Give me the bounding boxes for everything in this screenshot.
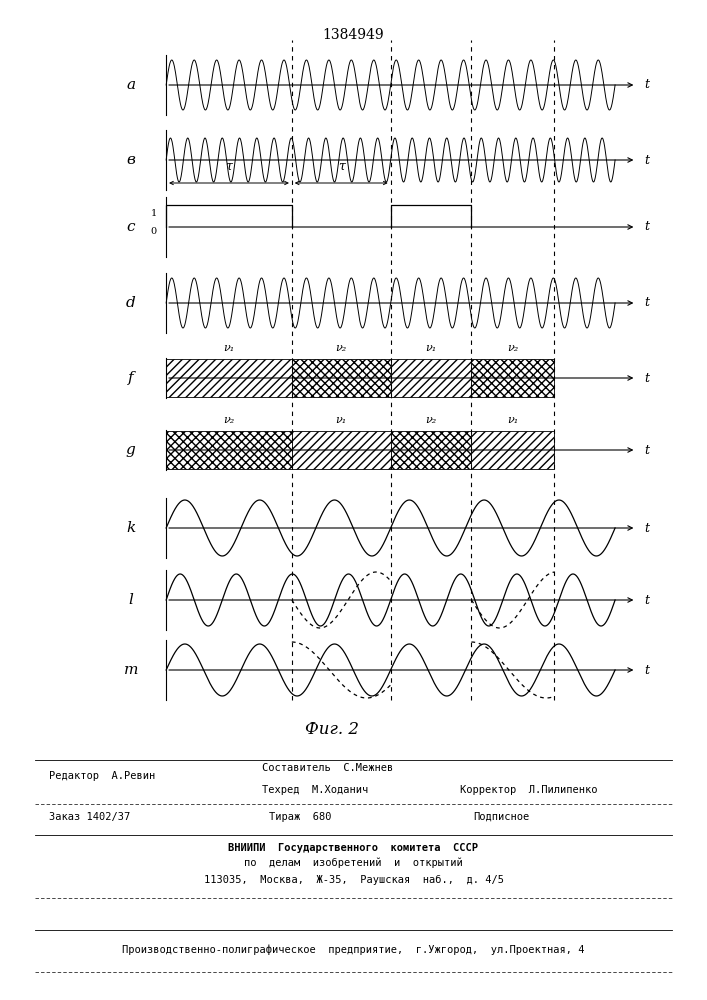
- Text: τ: τ: [338, 160, 345, 173]
- Text: ν₂: ν₂: [223, 415, 235, 425]
- Text: ν₂: ν₂: [336, 343, 347, 353]
- Text: l: l: [129, 593, 133, 607]
- Text: c: c: [127, 220, 135, 234]
- Text: Редактор  А.Ревин: Редактор А.Ревин: [49, 771, 156, 781]
- Text: ВНИИПИ  Государственного  комитета  СССР: ВНИИПИ Государственного комитета СССР: [228, 843, 479, 853]
- Text: g: g: [126, 443, 136, 457]
- Text: d: d: [126, 296, 136, 310]
- Text: ν₁: ν₁: [426, 343, 437, 353]
- Bar: [166, 431, 292, 469]
- Text: t: t: [645, 153, 650, 166]
- Text: t: t: [645, 296, 650, 310]
- Text: Производственно-полиграфическое  предприятие,  г.Ужгород,  ул.Проектная, 4: Производственно-полиграфическое предприя…: [122, 945, 585, 955]
- Text: 1384949: 1384949: [322, 28, 385, 42]
- Text: m: m: [124, 663, 138, 677]
- Text: Подписное: Подписное: [474, 812, 530, 822]
- Text: Фиг. 2: Фиг. 2: [305, 722, 359, 738]
- Bar: [390, 359, 472, 397]
- Text: t: t: [645, 593, 650, 606]
- Text: a: a: [127, 78, 135, 92]
- Text: t: t: [645, 664, 650, 676]
- Text: t: t: [645, 444, 650, 456]
- Text: ν₂: ν₂: [508, 343, 518, 353]
- Text: 1: 1: [151, 209, 157, 218]
- Text: 0: 0: [151, 227, 157, 235]
- Bar: [292, 431, 390, 469]
- Text: ν₁: ν₁: [508, 415, 518, 425]
- Text: Тираж  680: Тираж 680: [269, 812, 331, 822]
- Text: k: k: [126, 521, 136, 535]
- Text: t: t: [645, 79, 650, 92]
- Text: ν₁: ν₁: [336, 415, 347, 425]
- Text: Заказ 1402/37: Заказ 1402/37: [49, 812, 131, 822]
- Text: 113035,  Москва,  Ж-35,  Раушская  наб.,  д. 4/5: 113035, Москва, Ж-35, Раушская наб., д. …: [204, 875, 503, 885]
- Text: t: t: [645, 522, 650, 534]
- Text: по  делам  изобретений  и  открытий: по делам изобретений и открытий: [244, 858, 463, 868]
- Text: Техред  М.Ходанич: Техред М.Ходанич: [262, 785, 368, 795]
- Text: в: в: [127, 153, 135, 167]
- Text: τ: τ: [226, 160, 233, 173]
- Text: t: t: [645, 371, 650, 384]
- Text: Корректор  Л.Пилипенко: Корректор Л.Пилипенко: [460, 785, 597, 795]
- Bar: [472, 431, 554, 469]
- Bar: [472, 359, 554, 397]
- Text: t: t: [645, 221, 650, 233]
- Text: Составитель  С.Межнев: Составитель С.Межнев: [262, 763, 393, 773]
- Bar: [166, 359, 292, 397]
- Bar: [292, 359, 390, 397]
- Bar: [390, 431, 472, 469]
- Text: ν₁: ν₁: [223, 343, 235, 353]
- Text: f: f: [128, 371, 134, 385]
- Text: ν₂: ν₂: [426, 415, 437, 425]
